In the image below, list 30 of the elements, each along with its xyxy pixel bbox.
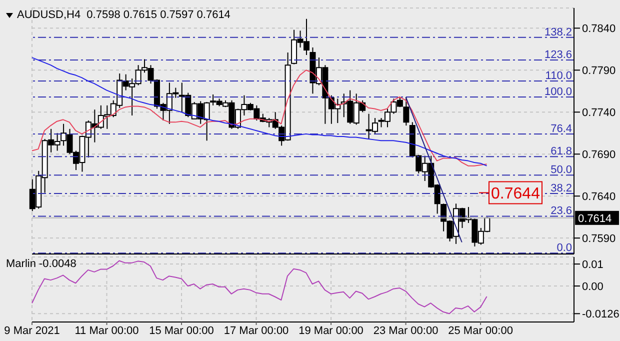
y-tick-label: 0.01 <box>582 258 604 271</box>
y-tick-label: 0.7740 <box>582 107 616 120</box>
x-tick-label: 17 Mar 00:00 <box>224 325 289 337</box>
annotation: 123.6 <box>544 49 572 62</box>
x-tick-label: 25 Mar 00:00 <box>448 325 513 337</box>
annotation: 0.0 <box>556 242 572 254</box>
y-tick-label: 0.7590 <box>582 232 616 245</box>
y-tick-label: 0.7690 <box>582 148 616 161</box>
annotation: 38.2 <box>550 182 572 195</box>
y-tick-label: 0.7840 <box>582 23 616 36</box>
chart-title: Marlin -0.0048 <box>6 258 76 270</box>
annotation: 50.0 <box>550 164 572 176</box>
ref-line-label: 0.7614 <box>578 212 612 225</box>
annotation: 76.4 <box>550 122 572 135</box>
annotation: 61.8 <box>550 146 572 158</box>
x-tick-label: 15 Mar 00:00 <box>149 325 214 337</box>
x-tick-label: 23 Mar 00:00 <box>373 325 438 337</box>
y-tick-label: 0.7640 <box>582 190 616 203</box>
annotation: 138.2 <box>544 26 572 38</box>
x-tick-label: 11 Mar 00:00 <box>74 325 139 337</box>
x-tick-label: 19 Mar 00:00 <box>298 325 364 337</box>
annotation: 0.7644 <box>491 186 540 203</box>
annotation: 110.0 <box>545 70 572 82</box>
chart-title: AUDUSD,H4 0.7598 0.7615 0.7597 0.7614 <box>17 9 230 21</box>
y-tick-label: 0.00 <box>582 280 604 293</box>
annotation: 100.0 <box>544 86 572 98</box>
y-tick-label: -0.0126 <box>582 308 620 321</box>
annotation: 23.6 <box>550 205 572 218</box>
y-tick-label: 0.7790 <box>582 65 616 78</box>
x-tick-label: 9 Mar 2021 <box>4 325 60 337</box>
